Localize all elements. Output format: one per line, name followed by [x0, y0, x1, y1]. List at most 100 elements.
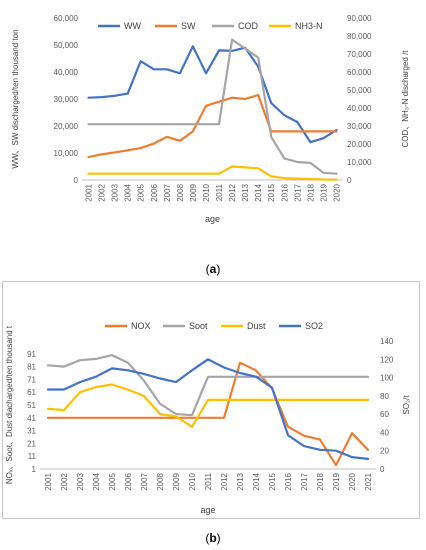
x-tick-label-b: 2019	[332, 472, 341, 490]
x-tick-label-b: 2018	[316, 472, 325, 490]
y-left-tick-label-a: 60,000	[54, 14, 79, 23]
x-tick-label-a: 2006	[150, 183, 159, 201]
x-tick-label-b: 2020	[348, 472, 357, 490]
y-right-tick-label-a: 60,000	[347, 68, 372, 77]
x-tick-label-b: 2012	[220, 472, 229, 490]
x-tick-label-b: 2002	[60, 472, 69, 490]
x-tick-label-a: 2016	[280, 183, 289, 201]
y-left-tick-label-b: 51	[27, 401, 36, 410]
series-line-nox-b	[46, 361, 370, 467]
y-right-tick-label-a: 20,000	[347, 140, 372, 149]
y-right-tick-label-a: 90,000	[347, 14, 372, 23]
x-tick-label-a: 2010	[202, 183, 211, 201]
legend-label-sw-a: SW	[181, 21, 196, 31]
legend-label-dust-b: Dust	[247, 321, 266, 331]
line-chart-b: 1112131415161718191020406080100120140200…	[5, 321, 411, 515]
legend-label-ww-a: WW	[124, 21, 141, 31]
y-left-tick-label-b: 71	[27, 375, 36, 384]
caption-b: b	[209, 531, 217, 545]
x-tick-label-a: 2002	[98, 183, 107, 201]
x-tick-label-b: 2011	[204, 472, 213, 490]
y-right-tick-label-a: 80,000	[347, 32, 372, 41]
x-tick-label-a: 2020	[332, 183, 341, 201]
y-left-tick-label-b: 21	[27, 439, 36, 448]
series-line-sw-a	[87, 93, 338, 159]
chart-panel-a: 0 10,000 20,000 30,000 40,000 50,000 60,000 0 10…	[0, 0, 426, 260]
series-line-dust-b	[46, 383, 370, 428]
y-left-tick-label-b: 81	[27, 363, 36, 372]
x-tick-label-a: 2012	[228, 183, 237, 201]
x-tick-label-a: 2008	[176, 183, 185, 201]
x-tick-label-b: 2015	[268, 472, 277, 490]
legend-label-nox-b: NOX	[131, 321, 151, 331]
y-left-tick-label-b: 11	[28, 452, 37, 461]
y-right-tick-label-a: 50,000	[347, 86, 372, 95]
x-tick-label-b: 2009	[172, 472, 181, 490]
y-right-tick-label-a: 40,000	[347, 104, 372, 113]
x-tick-label-a: 2018	[306, 183, 315, 201]
x-tick-label-b: 2005	[108, 472, 117, 490]
x-tick-label-a: 2017	[293, 183, 302, 201]
x-tick-label-a: 2014	[254, 183, 263, 201]
y-right-tick-label-b: 120	[380, 355, 394, 364]
series-line-ww-a	[87, 45, 338, 144]
legend-label-so2-b: SO2	[305, 321, 323, 331]
x-tick-label-b: 2008	[156, 472, 165, 490]
x-tick-label-a: 2013	[241, 183, 250, 201]
x-axis-title-b: age	[200, 505, 215, 515]
caption-a: a	[209, 262, 217, 276]
y-left-tick-label-a: 50,000	[54, 41, 79, 50]
y-left-tick-label-b: 1	[32, 465, 37, 474]
y-right-tick-label-a: 70,000	[347, 50, 372, 59]
x-axis-title-a: age	[205, 214, 220, 224]
y-left-axis-title-a: WW、SW discharged/ten thousand ton	[11, 29, 20, 168]
legend-label-soot-b: Soot	[189, 321, 208, 331]
series-line-so2-b	[46, 358, 370, 460]
y-left-tick-label-a: 30,000	[54, 95, 79, 104]
series-line-cod-a	[87, 38, 338, 175]
legend-label-cod-a: COD	[238, 21, 259, 31]
x-tick-label-b: 2006	[124, 472, 133, 490]
x-tick-label-a: 2003	[111, 183, 120, 201]
x-tick-label-b: 2021	[364, 472, 373, 490]
y-right-axis-title-b: SO₂/t	[402, 395, 411, 415]
y-right-tick-label-b: 20	[380, 447, 389, 456]
y-right-tick-label-b: 0	[380, 465, 385, 474]
y-left-axis-title-b: NOₓ、Soot、Dust diacharged/ten thousand t	[5, 325, 14, 484]
x-tick-label-b: 2003	[76, 472, 85, 490]
y-left-tick-label-a: 40,000	[54, 68, 79, 77]
y-right-tick-label-b: 80	[380, 392, 389, 401]
x-tick-label-a: 2019	[319, 183, 328, 201]
y-right-tick-label-b: 140	[380, 337, 394, 346]
x-tick-label-b: 2004	[92, 472, 101, 490]
x-tick-label-b: 2014	[252, 472, 261, 490]
y-right-tick-label-b: 100	[380, 374, 394, 383]
y-left-tick-label-b: 41	[27, 414, 36, 423]
y-right-tick-label-a: 0	[347, 176, 352, 185]
x-tick-label-a: 2009	[189, 183, 198, 201]
x-tick-label-a: 2015	[267, 183, 276, 201]
y-left-tick-label-b: 31	[27, 427, 36, 436]
y-right-tick-label-b: 60	[380, 410, 389, 419]
y-right-tick-label-a: 10,000	[347, 158, 372, 167]
x-tick-label-b: 2010	[188, 472, 197, 490]
y-left-tick-label-a: 20,000	[54, 122, 79, 131]
y-right-tick-label-a: 30,000	[347, 122, 372, 131]
x-tick-label-a: 2001	[85, 183, 94, 201]
y-left-tick-label-b: 91	[27, 350, 36, 359]
y-left-tick-label-a: 10,000	[54, 149, 79, 158]
y-left-tick-label-b: 61	[27, 388, 36, 397]
x-tick-label-b: 2016	[284, 472, 293, 490]
x-tick-label-b: 2007	[140, 472, 149, 490]
x-tick-label-a: 2011	[215, 183, 224, 201]
chart-b-frame	[2, 281, 420, 519]
x-tick-label-a: 2005	[137, 183, 146, 201]
x-tick-label-a: 2004	[124, 183, 133, 201]
x-tick-label-a: 2007	[163, 183, 172, 201]
y-left-tick-label-a: 0	[74, 176, 79, 185]
y-right-axis-title-a: COD、NH₃-N discharged /t	[401, 50, 410, 148]
caption-a-wrap: (a)	[205, 262, 221, 276]
series-line-nh3-n-a	[87, 165, 338, 181]
caption-b-wrap: (b)	[205, 531, 221, 545]
line-chart-a: 0 10,000 20,000 30,000 40,000 50,000 60,000 0 10…	[11, 14, 410, 224]
